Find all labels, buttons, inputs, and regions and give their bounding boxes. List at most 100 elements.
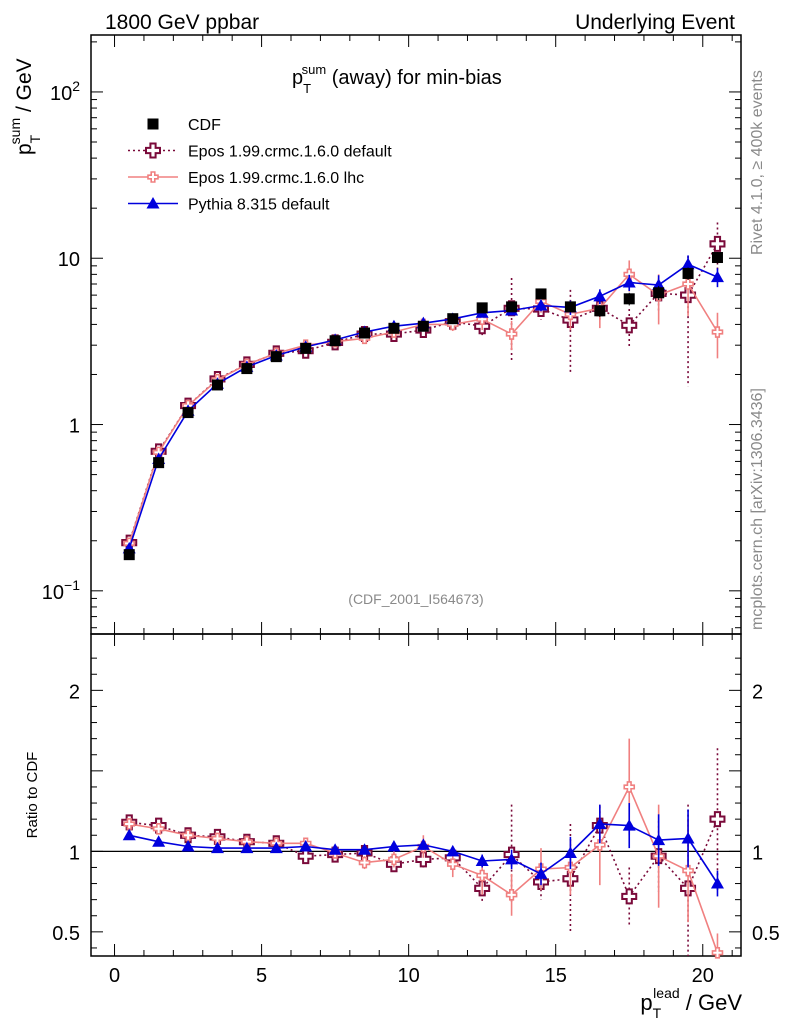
marker-cdf — [711, 252, 723, 264]
marker-cdf — [682, 267, 694, 279]
marker-epos_lhc — [623, 781, 636, 793]
marker-epos_default — [621, 888, 638, 905]
marker-epos_lhc — [505, 889, 518, 901]
marker-pythia — [622, 275, 636, 288]
top-y-label: pTsum / GeV — [7, 58, 43, 155]
marker-epos_default — [709, 811, 726, 828]
marker-pythia — [416, 838, 430, 850]
series-cdf-top — [123, 252, 723, 561]
marker-epos_lhc — [711, 326, 724, 338]
top-panel-series — [121, 222, 726, 561]
ratio-panel-axes: 0.5 0.51 12 20 5 10 15 20 — [52, 633, 780, 987]
marker-epos_lhc — [682, 864, 694, 877]
ratio-y-tick-label: 0.5 — [52, 923, 80, 945]
marker-epos_lhc — [123, 818, 136, 830]
legend-label-epos_lhc: Epos 1.99.crmc.1.6.0 lhc — [188, 170, 364, 187]
marker-cdf — [153, 457, 165, 469]
marker-epos_lhc — [211, 832, 224, 845]
top-y-tick-label: 1 — [69, 416, 80, 438]
marker-epos_lhc — [711, 946, 724, 959]
marker-pythia — [387, 840, 401, 852]
marker-cdf — [417, 320, 429, 332]
marker-epos_lhc — [505, 328, 518, 340]
top-y-tick-label: 10 — [58, 249, 80, 271]
marker-pythia — [710, 877, 724, 889]
top-y-tick-label: 102 — [50, 78, 80, 105]
ratio-panel-frame — [90, 633, 742, 957]
marker-cdf — [123, 549, 135, 561]
marker-epos_lhc — [358, 856, 371, 869]
marker-cdf — [270, 351, 282, 363]
legend-marker-pythia — [146, 197, 160, 209]
marker-cdf — [535, 288, 547, 300]
marker-epos_lhc — [594, 839, 606, 851]
marker-pythia — [593, 289, 607, 302]
ratio-y-tick-label-right: 1 — [752, 842, 763, 864]
rivet-note: Rivet 4.1.0, ≥ 400k events — [749, 70, 766, 255]
marker-cdf — [329, 335, 341, 347]
marker-pythia — [240, 841, 254, 854]
marker-pythia — [152, 835, 166, 847]
marker-cdf — [182, 407, 194, 419]
marker-pythia — [505, 852, 519, 865]
marker-pythia — [563, 846, 577, 858]
marker-pythia — [181, 840, 195, 852]
marker-cdf — [623, 293, 635, 305]
marker-cdf — [564, 301, 576, 313]
legend-label-cdf: CDF — [188, 117, 221, 134]
marker-epos_default — [709, 235, 726, 252]
marker-pythia — [593, 817, 607, 829]
marker-pythia — [358, 843, 372, 855]
marker-pythia — [475, 854, 489, 867]
x-axis-label: pTlead / GeV — [640, 985, 742, 1021]
marker-cdf — [653, 287, 665, 299]
legend-marker-epos_lhc — [147, 171, 159, 183]
marker-pythia — [681, 257, 695, 270]
marker-cdf — [447, 313, 459, 325]
marker-cdf — [506, 301, 518, 313]
ratio-y-tick-label-right: 2 — [752, 681, 763, 703]
marker-pythia — [652, 278, 666, 291]
series-pythia-ratio — [122, 803, 724, 897]
marker-epos_default — [297, 848, 314, 865]
marker-cdf — [359, 327, 371, 339]
ratio-y-tick-label: 2 — [69, 681, 80, 703]
legend-label-epos_default: Epos 1.99.crmc.1.6.0 default — [188, 144, 392, 161]
ratio-y-tick-label-right: 0.5 — [752, 923, 780, 945]
legend-marker-epos_default — [145, 142, 161, 159]
marker-pythia — [534, 298, 548, 311]
marker-pythia — [269, 841, 283, 854]
marker-epos_lhc — [182, 829, 194, 842]
marker-cdf — [300, 342, 312, 354]
marker-epos_default — [415, 851, 432, 868]
x-tick-label: 5 — [256, 965, 267, 987]
mcplots-note: mcplots.cern.ch [arXiv:1306.3436] — [749, 388, 766, 630]
header-left: 1800 GeV ppbar — [105, 11, 259, 34]
marker-cdf — [476, 302, 488, 314]
x-tick-label: 0 — [109, 965, 120, 987]
x-tick-label: 10 — [398, 965, 420, 987]
legend-label-pythia: Pythia 8.315 default — [188, 197, 330, 214]
ratio-y-label: Ratio to CDF — [24, 752, 41, 839]
analysis-watermark: (CDF_2001_I564673) — [348, 591, 483, 607]
legend-marker-cdf — [147, 118, 159, 130]
top-y-tick-label: 10−1 — [42, 577, 80, 604]
header-right: Underlying Event — [575, 11, 735, 34]
marker-cdf — [241, 363, 253, 375]
marker-pythia — [299, 840, 313, 852]
marker-epos_lhc — [682, 278, 694, 290]
ratio-panel-series — [121, 738, 726, 959]
x-tick-label: 20 — [692, 965, 714, 987]
marker-pythia — [710, 270, 724, 283]
marker-pythia — [328, 843, 342, 855]
marker-cdf — [211, 379, 223, 391]
marker-cdf — [594, 305, 606, 317]
legend: CDF Epos 1.99.crmc.1.6.0 default Epos 1.99… — [128, 117, 392, 214]
marker-epos_lhc — [476, 869, 488, 882]
marker-pythia — [652, 833, 666, 846]
marker-epos_lhc — [446, 858, 459, 871]
marker-pythia — [534, 867, 548, 879]
ratio-y-tick-label: 1 — [69, 842, 80, 864]
marker-pythia — [681, 831, 695, 844]
